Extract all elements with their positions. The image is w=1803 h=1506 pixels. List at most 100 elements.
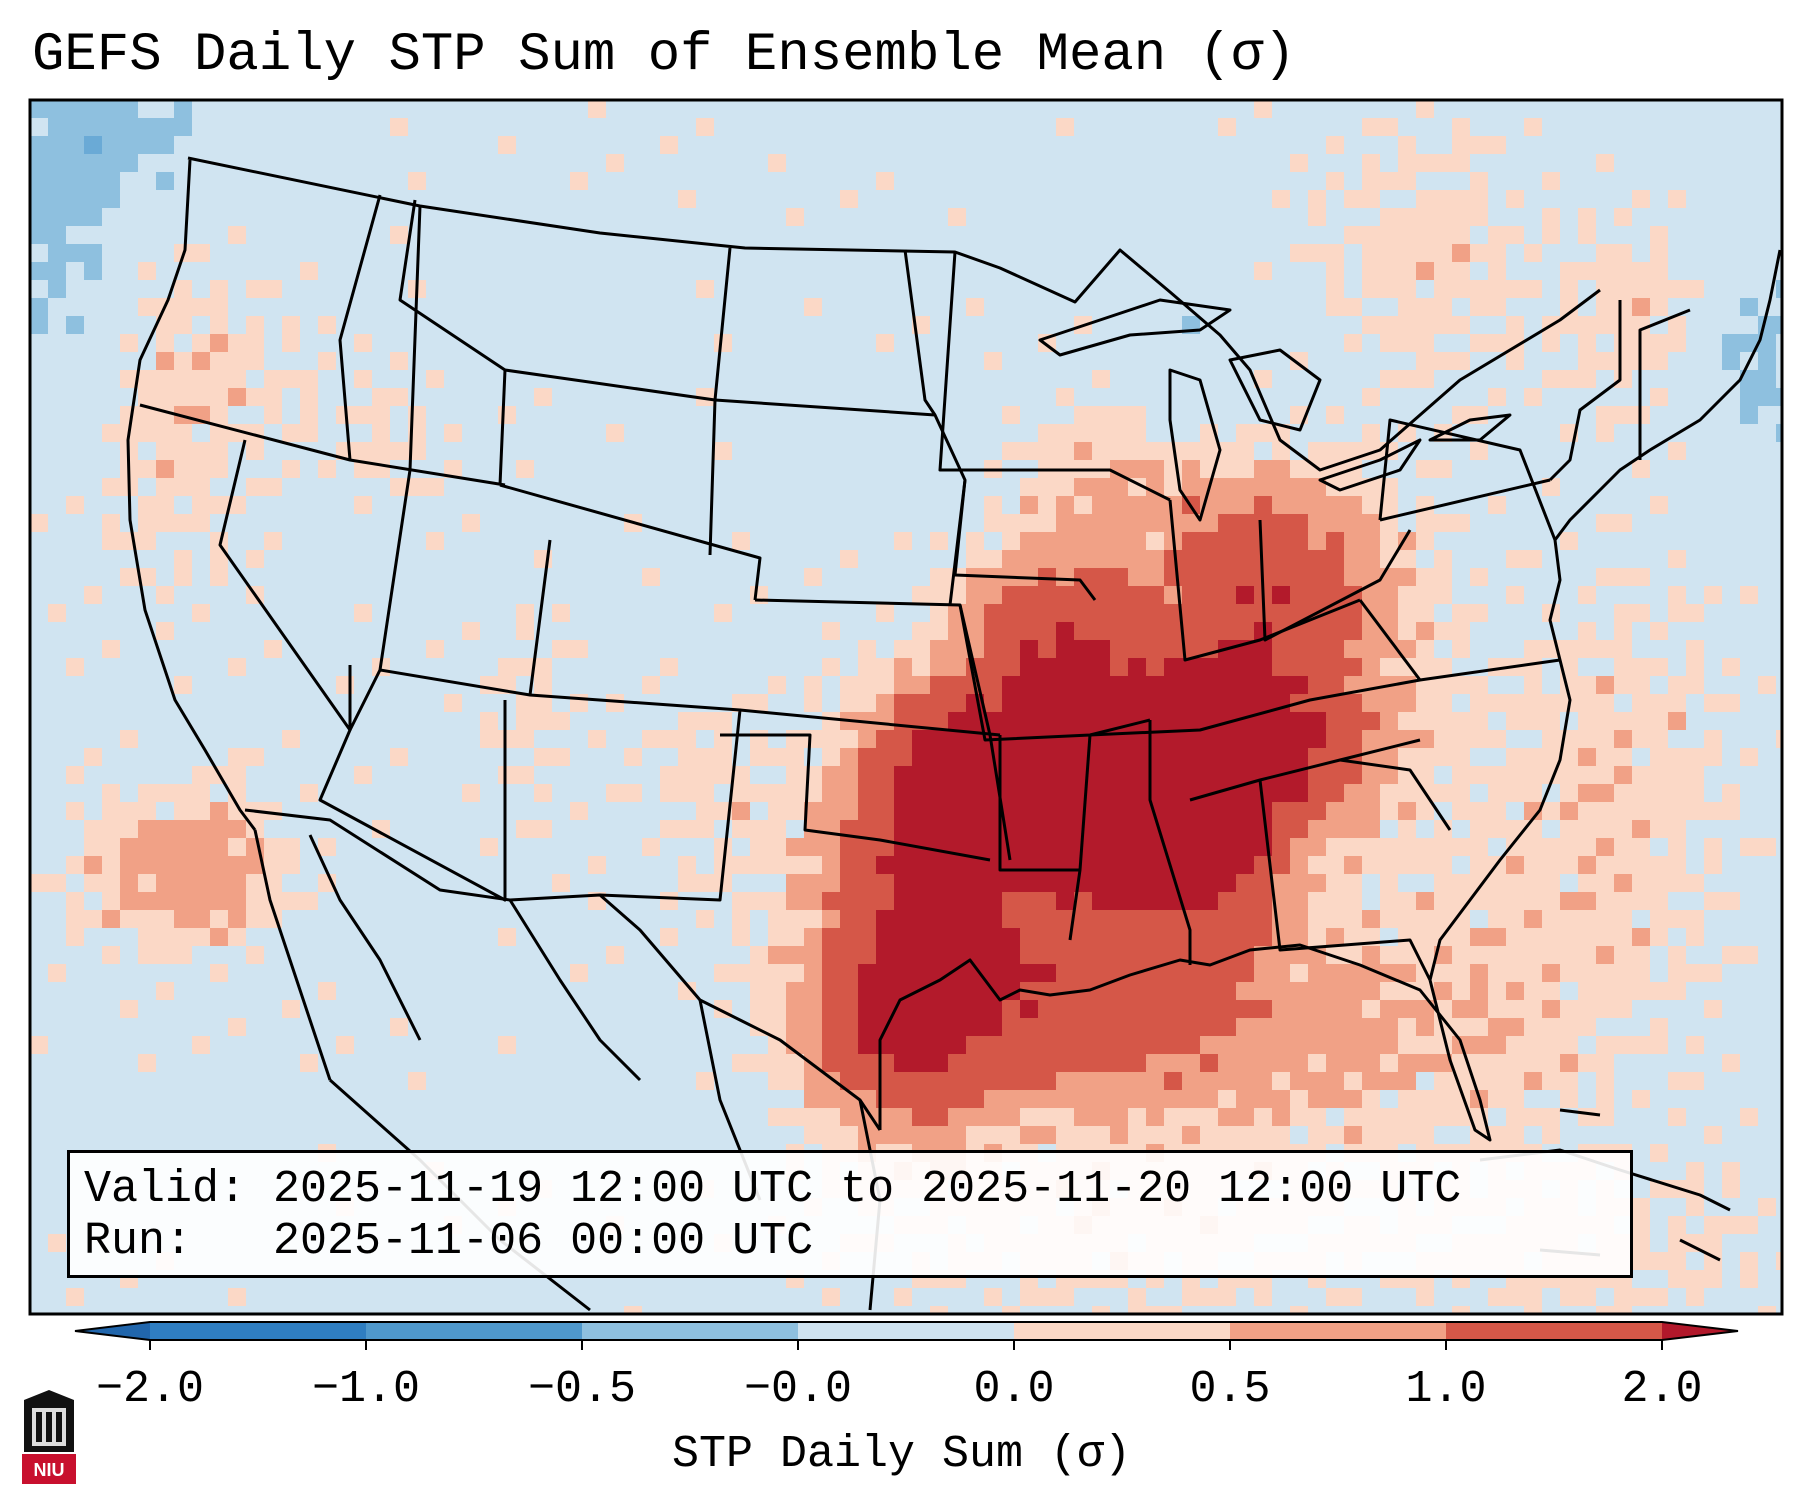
stp-cell [1308, 514, 1326, 532]
stp-cell [1218, 604, 1236, 622]
stp-cell [840, 946, 858, 964]
stp-cell [1200, 928, 1218, 946]
stp-cell [102, 820, 120, 838]
stp-cell [1614, 856, 1632, 874]
stp-cell [1146, 640, 1164, 658]
stp-cell [1686, 280, 1704, 298]
stp-cell [300, 892, 318, 910]
stp-cell [1578, 226, 1596, 244]
stp-cell [1164, 802, 1182, 820]
stp-cell [1686, 658, 1704, 676]
stp-cell [102, 874, 120, 892]
stp-cell [1236, 838, 1254, 856]
stp-cell [1380, 622, 1398, 640]
stp-cell [768, 154, 786, 172]
stp-cell [840, 1054, 858, 1072]
stp-cell [1146, 982, 1164, 1000]
stp-cell [1542, 1018, 1560, 1036]
stp-cell [1074, 442, 1092, 460]
stp-cell [1380, 784, 1398, 802]
stp-cell [1146, 568, 1164, 586]
stp-cell [1092, 640, 1110, 658]
stp-cell [1038, 1288, 1056, 1306]
stp-cell [1272, 586, 1290, 604]
stp-cell [1470, 190, 1488, 208]
stp-cell [1110, 406, 1128, 424]
stp-cell [1200, 1288, 1218, 1306]
stp-cell [1488, 334, 1506, 352]
stp-cell [1038, 874, 1056, 892]
stp-cell [1776, 424, 1782, 442]
stp-cell [1452, 712, 1470, 730]
stp-cell [1074, 1036, 1092, 1054]
stp-cell [102, 910, 120, 928]
stp-cell [912, 946, 930, 964]
stp-cell [1074, 622, 1092, 640]
stp-cell [786, 982, 804, 1000]
stp-cell [1362, 838, 1380, 856]
stp-cell [192, 802, 210, 820]
stp-cell [264, 532, 282, 550]
stp-cell [1740, 298, 1758, 316]
stp-cell [1416, 514, 1434, 532]
stp-cell [174, 424, 192, 442]
stp-cell [1668, 1072, 1686, 1090]
stp-cell [1056, 442, 1074, 460]
stp-cell [1110, 676, 1128, 694]
stp-cell [66, 118, 84, 136]
stp-cell [354, 442, 372, 460]
stp-cell [1614, 604, 1632, 622]
stp-cell [1758, 352, 1776, 370]
stp-cell [66, 766, 84, 784]
stp-cell [714, 766, 732, 784]
stp-cell [1686, 640, 1704, 658]
stp-cell [1362, 802, 1380, 820]
stp-cell [1668, 280, 1686, 298]
stp-cell [1272, 514, 1290, 532]
stp-cell [1200, 442, 1218, 460]
stp-cell [894, 532, 912, 550]
stp-cell [408, 442, 426, 460]
stp-cell [1110, 550, 1128, 568]
stp-cell [750, 748, 768, 766]
stp-cell [228, 370, 246, 388]
stp-cell [1344, 964, 1362, 982]
stp-cell [246, 748, 264, 766]
stp-cell [1056, 802, 1074, 820]
stp-cell [1002, 676, 1020, 694]
stp-cell [1722, 694, 1740, 712]
stp-cell [1164, 604, 1182, 622]
stp-cell [1182, 568, 1200, 586]
stp-cell [1290, 586, 1308, 604]
stp-cell [1524, 892, 1542, 910]
stp-cell [48, 262, 66, 280]
stp-cell [1344, 298, 1362, 316]
stp-cell [1074, 1000, 1092, 1018]
stp-cell [1182, 766, 1200, 784]
stp-cell [1398, 1054, 1416, 1072]
stp-cell [444, 460, 462, 478]
stp-cell [822, 982, 840, 1000]
stp-cell [1668, 802, 1686, 820]
stp-cell [1326, 622, 1344, 640]
stp-cell [840, 1036, 858, 1054]
stp-cell [1020, 1036, 1038, 1054]
colorbar-tick-label: −1.0 [311, 1364, 421, 1415]
stp-cell [1182, 658, 1200, 676]
stp-cell [1038, 946, 1056, 964]
stp-cell [1668, 784, 1686, 802]
stp-cell [1290, 568, 1308, 586]
stp-cell [552, 604, 570, 622]
stp-cell [138, 514, 156, 532]
stp-cell [1560, 262, 1578, 280]
stp-cell [948, 658, 966, 676]
stp-cell [120, 874, 138, 892]
stp-cell [1326, 1288, 1344, 1306]
stp-cell [822, 892, 840, 910]
stp-cell [1704, 964, 1722, 982]
stp-cell [1398, 748, 1416, 766]
stp-cell [1308, 676, 1326, 694]
stp-cell [1398, 1090, 1416, 1108]
stp-cell [1452, 514, 1470, 532]
stp-cell [1470, 604, 1488, 622]
